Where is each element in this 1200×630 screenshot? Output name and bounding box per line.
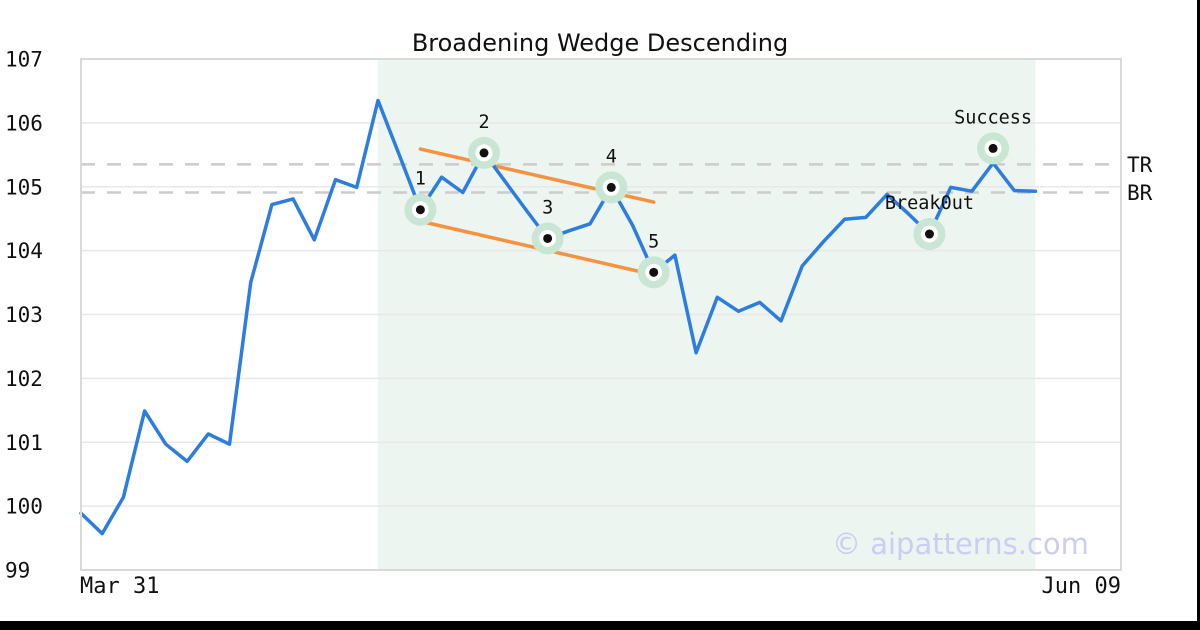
watermark: © aipatterns.com (832, 527, 1089, 561)
y-tick-label: 107 (5, 48, 43, 72)
point-marker-dot (479, 148, 489, 158)
y-tick-label: 106 (5, 111, 43, 135)
y-tick-label: 101 (5, 431, 43, 455)
y-tick-label: 103 (5, 303, 43, 327)
y-tick-label: 99 (5, 559, 30, 583)
br-level-label: BR (1127, 181, 1153, 205)
y-tick-label: 104 (5, 239, 43, 263)
y-tick-label: 102 (5, 367, 43, 391)
plot-border (80, 58, 1122, 571)
point-label: 4 (606, 146, 617, 167)
right-border (1197, 0, 1200, 630)
point-label: 2 (478, 112, 489, 133)
y-tick-label: 105 (5, 175, 43, 199)
point-label: 3 (542, 197, 553, 218)
point-label: Break0ut (885, 193, 974, 214)
tr-level-label: TR (1127, 153, 1153, 177)
point-marker-dot (924, 229, 934, 239)
point-label: Success (954, 107, 1032, 128)
y-tick-label: 100 (5, 495, 43, 519)
x-axis-tick-start: Mar 31 (80, 574, 160, 599)
bottom-border (0, 621, 1200, 630)
point-marker-dot (988, 143, 998, 153)
point-label: 5 (648, 231, 659, 252)
chart-title: Broadening Wedge Descending (411, 29, 789, 57)
point-marker-dot (543, 233, 553, 243)
point-marker-dot (606, 182, 616, 192)
point-marker-dot (415, 205, 425, 215)
point-label: 1 (415, 169, 426, 190)
x-axis-tick-end: Jun 09 (1041, 574, 1121, 599)
point-marker-dot (649, 267, 659, 277)
